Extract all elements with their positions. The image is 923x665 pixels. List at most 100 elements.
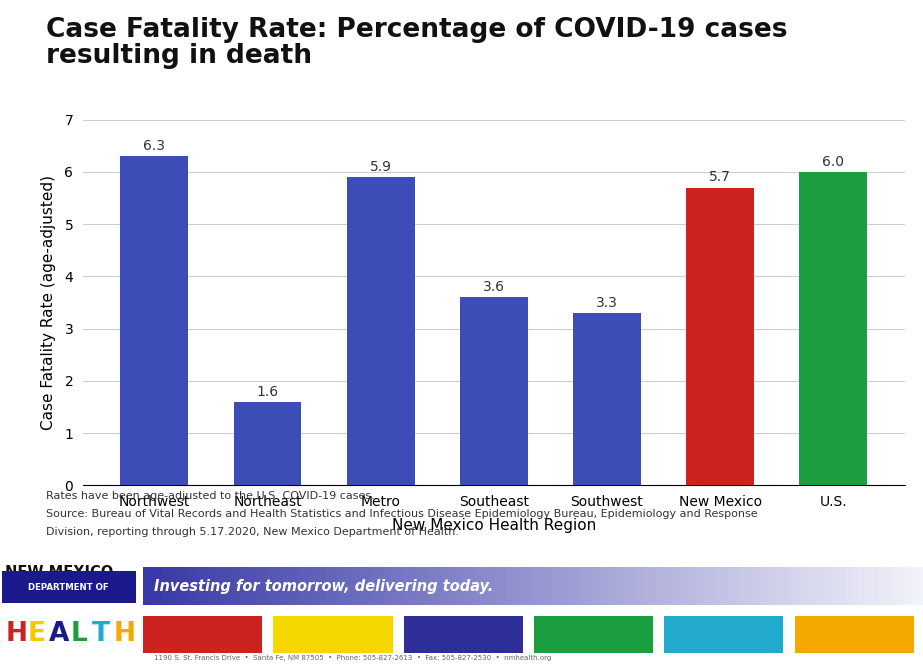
Bar xyxy=(442,567,450,605)
Bar xyxy=(351,567,358,605)
Bar xyxy=(806,567,813,605)
Bar xyxy=(214,567,222,605)
Bar xyxy=(786,567,794,605)
Text: Rates have been age-adjusted to the U.S. COVID-19 cases.: Rates have been age-adjusted to the U.S.… xyxy=(46,491,375,501)
Text: A: A xyxy=(49,621,69,647)
Bar xyxy=(546,567,554,605)
Bar xyxy=(799,172,868,485)
Bar xyxy=(384,567,391,605)
Bar xyxy=(318,567,326,605)
Bar xyxy=(474,567,482,605)
Bar xyxy=(228,567,235,605)
Text: L: L xyxy=(70,621,87,647)
Bar xyxy=(865,567,872,605)
Bar xyxy=(299,567,306,605)
Bar xyxy=(891,567,898,605)
Bar xyxy=(280,567,287,605)
Bar xyxy=(573,313,641,485)
Bar xyxy=(312,567,319,605)
Bar xyxy=(175,567,183,605)
Bar xyxy=(370,567,378,605)
Bar xyxy=(663,567,670,605)
Bar xyxy=(559,567,567,605)
Bar xyxy=(605,567,612,605)
Bar xyxy=(188,567,196,605)
Text: 6.0: 6.0 xyxy=(822,155,845,169)
Bar xyxy=(347,177,414,485)
Bar xyxy=(247,567,255,605)
Y-axis label: Case Fatality Rate (age-adjusted): Case Fatality Rate (age-adjusted) xyxy=(42,175,56,430)
Bar xyxy=(643,567,651,605)
Bar xyxy=(390,567,398,605)
Bar xyxy=(702,567,710,605)
Bar xyxy=(630,567,638,605)
Bar xyxy=(460,297,528,485)
Text: H: H xyxy=(6,621,28,647)
Bar xyxy=(331,567,339,605)
Text: E: E xyxy=(28,621,45,647)
Bar xyxy=(598,567,605,605)
Text: 1190 S. St. Francis Drive  •  Santa Fe, NM 87505  •  Phone: 505-827-2613  •  Fax: 1190 S. St. Francis Drive • Santa Fe, NM… xyxy=(154,655,551,661)
Text: 1.6: 1.6 xyxy=(257,385,279,399)
Bar xyxy=(2,571,136,603)
Bar xyxy=(572,567,580,605)
Bar xyxy=(429,567,437,605)
Text: 5.9: 5.9 xyxy=(369,160,391,174)
Bar xyxy=(273,567,281,605)
Bar xyxy=(234,567,242,605)
Bar xyxy=(767,567,774,605)
Bar xyxy=(812,567,820,605)
Bar xyxy=(722,567,729,605)
Text: H: H xyxy=(114,621,136,647)
Bar xyxy=(592,567,599,605)
Bar xyxy=(481,567,488,605)
Bar xyxy=(143,616,262,652)
Bar xyxy=(423,567,430,605)
Bar xyxy=(735,567,742,605)
Bar xyxy=(871,567,879,605)
Bar xyxy=(2,608,136,660)
Bar xyxy=(819,567,826,605)
Bar xyxy=(754,567,761,605)
Bar xyxy=(793,567,800,605)
Bar xyxy=(156,567,163,605)
Bar xyxy=(449,567,456,605)
Bar xyxy=(150,567,157,605)
Bar xyxy=(513,567,521,605)
Bar xyxy=(468,567,475,605)
Bar xyxy=(825,567,833,605)
Text: T: T xyxy=(92,621,110,647)
Text: Investing for tomorrow, delivering today.: Investing for tomorrow, delivering today… xyxy=(154,579,494,594)
Bar xyxy=(709,567,716,605)
Bar xyxy=(682,567,689,605)
Bar xyxy=(553,567,560,605)
Bar xyxy=(533,567,541,605)
Bar xyxy=(494,567,501,605)
Bar xyxy=(377,567,385,605)
Text: 5.7: 5.7 xyxy=(709,170,731,184)
Bar xyxy=(306,567,313,605)
Bar xyxy=(455,567,462,605)
Bar xyxy=(780,567,787,605)
Text: DEPARTMENT OF: DEPARTMENT OF xyxy=(29,583,109,592)
Bar xyxy=(520,567,527,605)
Bar xyxy=(897,567,905,605)
Bar xyxy=(364,567,371,605)
Bar xyxy=(195,567,202,605)
Bar xyxy=(656,567,664,605)
Bar xyxy=(507,567,514,605)
Bar xyxy=(650,567,657,605)
Bar xyxy=(410,567,417,605)
Bar xyxy=(637,567,644,605)
Bar xyxy=(325,567,332,605)
Bar xyxy=(357,567,365,605)
Bar xyxy=(162,567,170,605)
Text: Case Fatality Rate: Percentage of COVID-19 cases: Case Fatality Rate: Percentage of COVID-… xyxy=(46,17,787,43)
Bar xyxy=(286,567,294,605)
Bar xyxy=(526,567,533,605)
Bar xyxy=(579,567,586,605)
Text: Division, reporting through 5.17.2020, New Mexico Department of Health.: Division, reporting through 5.17.2020, N… xyxy=(46,527,459,537)
Bar xyxy=(799,567,807,605)
Bar xyxy=(344,567,352,605)
Text: NEW MEXICO: NEW MEXICO xyxy=(5,565,113,580)
